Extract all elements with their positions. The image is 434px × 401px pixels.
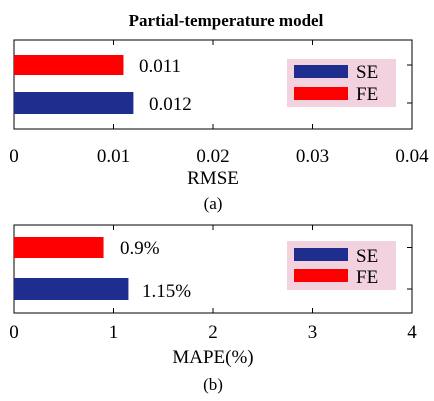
bars-b: 1.15% 0.9% (14, 237, 191, 302)
legend-swatch-se-b (294, 248, 348, 261)
x-axis-label-a: RMSE (187, 168, 239, 189)
legend-label-se-a: SE (356, 62, 378, 83)
panel-b: 0 1 2 3 4 1.15% 0.9% SE FE MAPE(%) (b) (9, 224, 417, 394)
x-tick-label: 4 (407, 322, 417, 343)
bar-se (14, 278, 129, 300)
data-label-se: 1.15% (142, 281, 191, 302)
x-tick-label: 0 (9, 322, 19, 343)
legend-label-fe-a: FE (356, 84, 378, 105)
bars-a: 0.012 0.011 (14, 55, 192, 115)
subcaption-a: (a) (204, 194, 223, 213)
chart-title-a: Partial-temperature model (129, 11, 324, 30)
bar-se (14, 92, 134, 114)
legend-swatch-fe-a (294, 87, 348, 100)
legend-label-se-b: SE (356, 246, 378, 267)
x-tick-label: 0.01 (97, 146, 130, 167)
data-label-fe: 0.9% (120, 238, 160, 259)
panel-a: Partial-temperature model 0 0.01 0.02 0.03 0… (9, 11, 429, 213)
bar-fe (14, 55, 124, 75)
x-ticks-a: 0 0.01 0.02 0.03 0.04 (9, 40, 429, 167)
x-axis-label-b: MAPE(%) (172, 347, 253, 368)
bar-fe (14, 237, 104, 258)
legend-label-fe-b: FE (356, 267, 378, 288)
data-label-fe: 0.011 (139, 56, 181, 77)
x-tick-label: 0.02 (196, 146, 229, 167)
x-tick-label: 0 (9, 146, 19, 167)
legend-swatch-fe-b (294, 269, 348, 282)
legend-a: SE FE (287, 59, 396, 107)
legend-swatch-se-a (294, 65, 348, 78)
subcaption-b: (b) (203, 375, 223, 394)
x-tick-label: 3 (308, 322, 318, 343)
x-tick-label: 2 (208, 322, 218, 343)
data-label-se: 0.012 (149, 94, 192, 115)
x-tick-label: 0.03 (296, 146, 329, 167)
x-tick-label: 1 (109, 322, 119, 343)
x-tick-label: 0.04 (395, 146, 429, 167)
legend-b: SE FE (287, 241, 396, 290)
